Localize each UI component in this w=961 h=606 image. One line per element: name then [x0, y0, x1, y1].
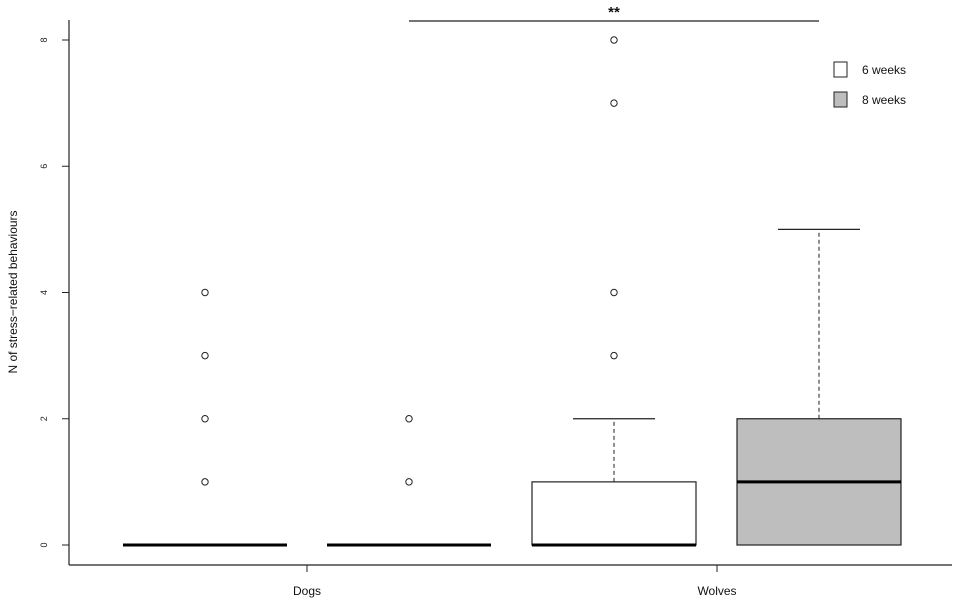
legend-swatch-8-weeks — [833, 91, 848, 108]
box-rect — [531, 481, 697, 546]
box-dogs-8-weeks — [327, 415, 491, 547]
y-tick-label: 6 — [39, 164, 49, 169]
x-tick-label-dogs: Dogs — [293, 584, 321, 598]
outlier-point — [405, 415, 413, 423]
outlier-point — [610, 351, 618, 360]
legend-swatch-6-weeks — [833, 61, 848, 78]
y-axis: 0 2 4 6 8 N of stress−related behaviours — [6, 20, 70, 565]
y-tick-label: 4 — [39, 290, 49, 295]
y-axis-title: N of stress−related behaviours — [6, 210, 20, 373]
y-tick-group: 0 2 4 6 8 — [39, 37, 69, 548]
outlier-point — [405, 478, 413, 486]
legend-label-8-weeks: 8 weeks — [862, 93, 906, 107]
x-axis: Dogs Wolves — [69, 564, 952, 598]
outlier-point — [201, 351, 209, 360]
x-tick-group: Dogs Wolves — [293, 565, 737, 598]
outlier-point — [610, 99, 618, 107]
box-group — [123, 36, 902, 547]
significance-annotations: ** — [409, 4, 819, 22]
y-tick-label: 0 — [39, 542, 49, 547]
outlier-point — [201, 478, 209, 486]
outlier-point — [610, 36, 618, 44]
box-wolves-8-weeks — [736, 228, 902, 546]
outlier-point — [610, 288, 618, 297]
x-tick-label-wolves: Wolves — [697, 584, 736, 598]
box-wolves-6-weeks — [531, 36, 697, 547]
box-dogs-6-weeks — [123, 288, 287, 547]
y-tick-label: 2 — [39, 416, 49, 421]
legend: 6 weeks 8 weeks — [833, 61, 906, 108]
outlier-point — [201, 288, 209, 297]
y-tick-label: 8 — [39, 37, 49, 42]
significance-label: ** — [608, 4, 620, 21]
outlier-point — [201, 415, 209, 423]
legend-label-6-weeks: 6 weeks — [862, 63, 906, 77]
